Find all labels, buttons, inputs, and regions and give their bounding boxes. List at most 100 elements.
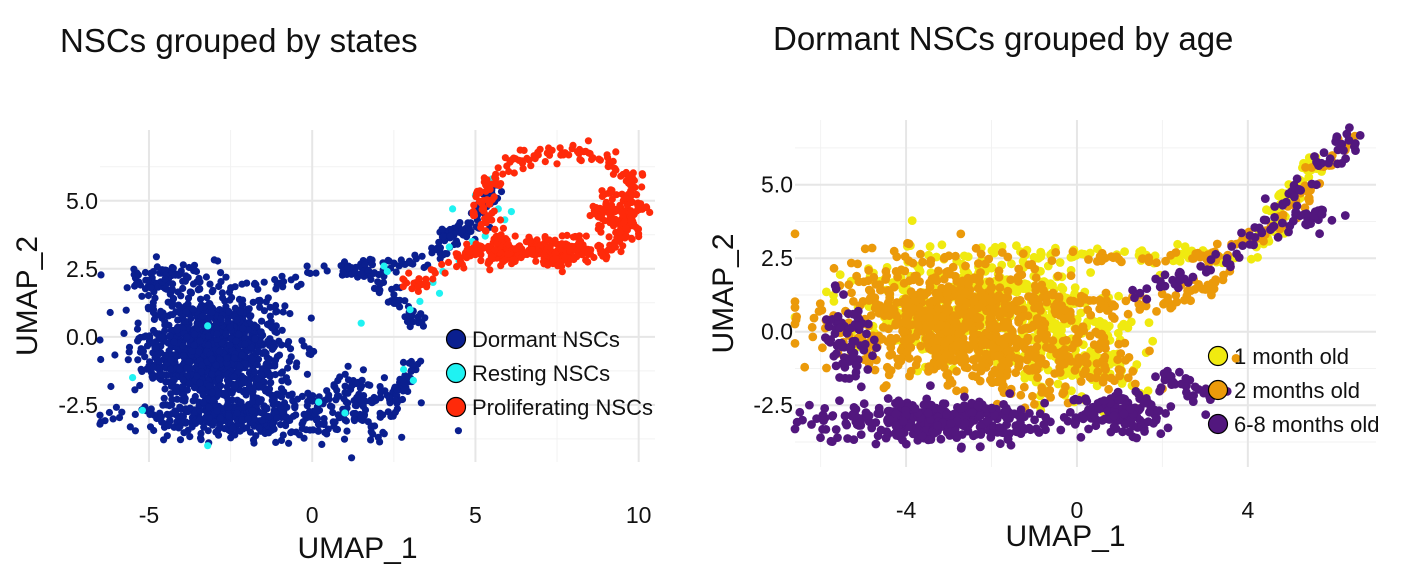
scatter-point [846,341,856,351]
scatter-point [213,324,221,332]
scatter-point [269,395,277,404]
scatter-point [284,364,292,372]
scatter-point [987,297,997,307]
scatter-point [97,271,105,279]
scatter-point [135,335,143,343]
scatter-point [842,328,852,338]
scatter-point [199,312,207,320]
scatter-point [205,382,213,390]
scatter-point [231,382,239,390]
scatter-point [516,242,524,250]
scatter-point [225,412,233,420]
scatter-point [215,375,223,383]
scatter-point [964,318,973,328]
scatter-point [617,172,625,180]
scatter-point [152,329,160,338]
scatter-point [616,201,624,209]
scatter-point [604,246,612,254]
scatter-point [1144,253,1154,263]
scatter-point [1027,259,1037,269]
scatter-point [1017,270,1027,280]
scatter-point [1145,407,1154,417]
scatter-point [589,202,597,210]
scatter-point [179,376,187,384]
scatter-point [214,257,222,265]
scatter-point [932,335,942,345]
y-tick-label: 0.0 [66,324,98,350]
scatter-point [166,332,174,340]
scatter-point [233,409,241,417]
scatter-point [196,407,204,415]
scatter-point [204,341,212,349]
scatter-point [190,384,199,392]
scatter-point [286,310,294,318]
scatter-point [835,396,844,405]
scatter-point [1024,366,1034,375]
scatter-point [183,386,191,394]
scatter-point [392,396,400,404]
scatter-point [483,179,491,187]
scatter-point [1166,402,1176,411]
scatter-point [1085,296,1095,305]
scatter-point [553,160,561,168]
scatter-point [1253,253,1262,262]
scatter-point [149,309,158,317]
scatter-point [960,392,969,402]
scatter-point [835,323,845,333]
scatter-point [1091,373,1101,383]
scatter-point [1212,239,1222,249]
scatter-point [351,409,359,418]
scatter-point [891,398,900,408]
scatter-point [462,233,471,241]
scatter-point [1186,286,1196,295]
scatter-point [404,373,412,381]
scatter-point [906,343,916,352]
scatter-point [1097,256,1106,266]
scatter-point [229,424,237,432]
scatter-point [851,361,861,370]
scatter-point [611,238,619,246]
scatter-point [286,345,295,353]
scatter-point [352,402,360,410]
scatter-point [406,311,414,319]
scatter-point [642,203,651,211]
scatter-point [197,429,205,438]
scatter-point [492,180,500,188]
scatter-point [1084,255,1093,264]
scatter-point [271,356,280,364]
scatter-point [995,283,1005,293]
scatter-point [376,280,384,288]
scatter-point [202,273,210,281]
legend-swatch [445,362,467,384]
scatter-point [895,428,905,437]
scatter-point [629,169,637,177]
scatter-point [441,250,449,258]
scatter-point [844,280,854,290]
scatter-point [1065,408,1075,417]
scatter-point [1168,377,1178,387]
scatter-point [266,379,274,387]
scatter-point [916,288,925,297]
scatter-point [993,351,1002,361]
scatter-point [138,292,146,300]
scatter-point [501,256,509,264]
scatter-point [273,328,281,337]
scatter-point [285,439,293,447]
scatter-point [856,418,865,427]
scatter-point [558,268,566,276]
scatter-point [860,339,870,349]
scatter-point [272,438,280,446]
scatter-point [390,291,398,299]
scatter-point [96,411,104,419]
scatter-point [328,403,336,411]
scatter-point [250,415,258,423]
scatter-point [1121,296,1131,306]
legend-swatch [445,328,467,350]
scatter-point [891,409,901,419]
scatter-point [1190,382,1200,392]
scatter-point [438,260,446,268]
scatter-point [1106,427,1116,437]
scatter-point [253,361,261,369]
scatter-point [494,164,502,172]
scatter-point [856,382,866,392]
